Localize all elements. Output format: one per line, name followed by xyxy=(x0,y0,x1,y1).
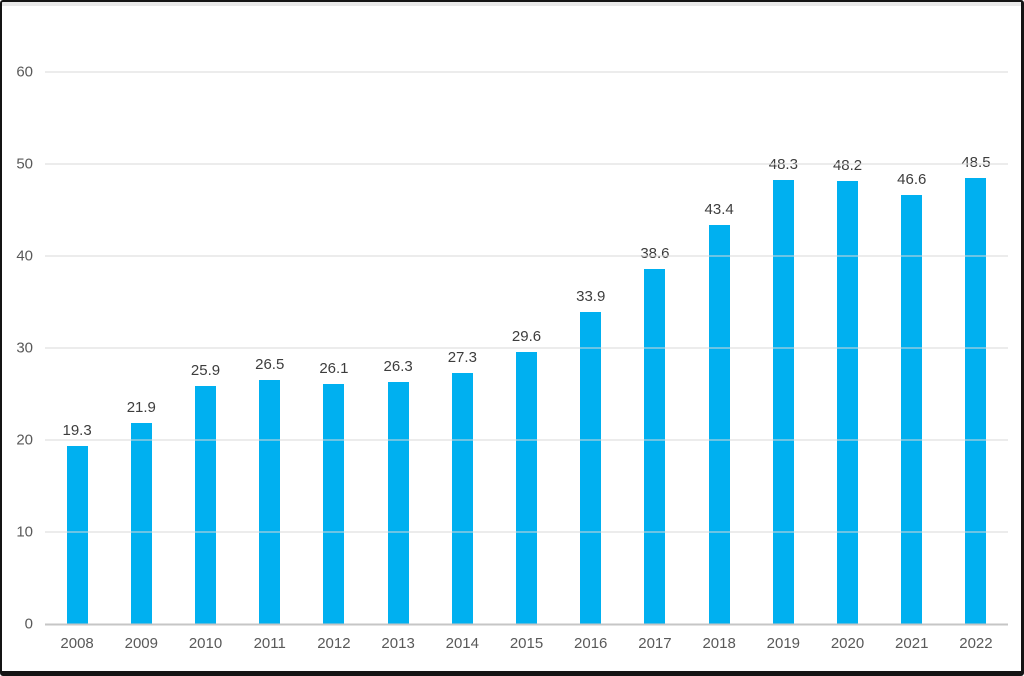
bar-value-label: 25.9 xyxy=(190,361,221,379)
bar-value-label: 48.5 xyxy=(961,153,991,171)
bar-column: 19.3 xyxy=(45,72,109,624)
bar xyxy=(965,177,987,624)
x-tick-label: 2015 xyxy=(509,635,544,652)
gridline xyxy=(45,531,1008,533)
bar-column: 33.9 xyxy=(559,72,623,624)
bar xyxy=(580,312,602,624)
frame-top-edge xyxy=(2,2,1021,6)
bar-value-label: 29.6 xyxy=(511,327,542,345)
x-tick-label: 2020 xyxy=(830,635,865,652)
bar-column: 38.6 xyxy=(623,72,687,624)
y-tick-label: 60 xyxy=(16,63,33,81)
bar-value-label: 33.9 xyxy=(576,288,606,306)
bar-value-label: 38.6 xyxy=(640,244,670,262)
bar-value-label: 26.5 xyxy=(255,356,285,374)
bar-column: 27.3 xyxy=(430,72,494,624)
bar xyxy=(708,224,730,624)
x-tick-label: 2011 xyxy=(253,635,286,652)
bar-value-label: 19.3 xyxy=(62,422,92,440)
bar-column: 43.4 xyxy=(687,72,751,624)
bar xyxy=(130,422,152,624)
x-tick-label: 2021 xyxy=(895,635,929,652)
x-tick-label: 2013 xyxy=(381,635,415,652)
bar-value-label: 26.3 xyxy=(383,358,413,376)
bar xyxy=(323,383,345,624)
bars-row: 19.3 21.9 25.9 26.5 26.1 26.3 27.3 29.6 … xyxy=(45,72,1008,624)
bar-column: 46.6 xyxy=(880,72,944,624)
bar xyxy=(259,380,281,624)
y-tick-label: 0 xyxy=(24,615,33,633)
bar-column: 25.9 xyxy=(173,72,237,624)
gridline xyxy=(45,255,1008,257)
bar xyxy=(901,195,923,624)
bar xyxy=(66,446,88,624)
bar-value-label: 43.4 xyxy=(704,200,734,218)
bar-value-label: 27.3 xyxy=(447,348,477,366)
y-tick-label: 40 xyxy=(16,247,33,265)
x-tick-label: 2019 xyxy=(766,635,801,652)
bar-value-label: 21.9 xyxy=(126,398,156,416)
x-axis-line xyxy=(45,623,1008,626)
bar-value-label: 26.1 xyxy=(319,359,349,377)
bar-column: 21.9 xyxy=(109,72,173,624)
bar xyxy=(772,179,794,624)
bar xyxy=(644,268,666,624)
gridline xyxy=(45,163,1008,165)
x-axis-labels: 2008 2009 2010 2011 2012 2013 2014 2015 2016 2017… xyxy=(45,624,1008,652)
y-tick-label: 10 xyxy=(16,523,33,541)
bar-value-label: 48.2 xyxy=(832,156,863,174)
x-tick-label: 2017 xyxy=(638,635,672,652)
y-tick-label: 20 xyxy=(16,431,33,449)
bar xyxy=(516,351,538,624)
x-tick-label: 2018 xyxy=(702,635,736,652)
bar xyxy=(387,382,409,624)
x-tick-label: 2009 xyxy=(124,635,158,652)
bar-column: 26.1 xyxy=(302,72,366,624)
plot-area: 19.3 21.9 25.9 26.5 26.1 26.3 27.3 29.6 … xyxy=(16,64,1008,652)
x-tick-label: 2022 xyxy=(959,635,993,652)
bar-column: 26.5 xyxy=(238,72,302,624)
bar xyxy=(837,180,859,624)
y-tick-label: 50 xyxy=(16,155,33,173)
gridline xyxy=(45,347,1008,349)
x-tick-label: 2008 xyxy=(60,635,94,652)
gridline xyxy=(45,439,1008,441)
bar xyxy=(195,385,216,624)
bar-value-label: 46.6 xyxy=(897,171,927,189)
x-tick-label: 2014 xyxy=(445,635,479,652)
bar-column: 26.3 xyxy=(366,72,430,624)
y-tick-label: 30 xyxy=(16,339,33,357)
gridline xyxy=(45,71,1008,73)
bar xyxy=(451,372,473,624)
bar-column: 48.2 xyxy=(815,72,879,624)
x-tick-label: 2012 xyxy=(317,635,351,652)
bar-column: 48.5 xyxy=(944,72,1008,624)
x-tick-label: 2010 xyxy=(188,635,223,652)
x-tick-label: 2016 xyxy=(574,635,608,652)
bar-column: 29.6 xyxy=(494,72,558,624)
